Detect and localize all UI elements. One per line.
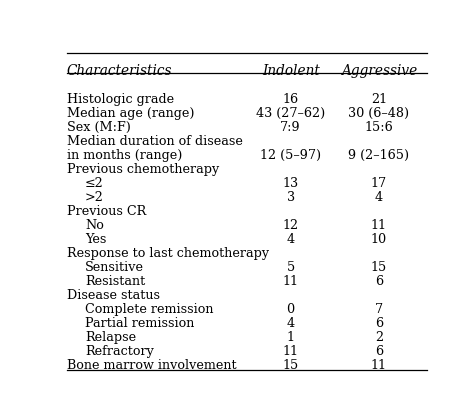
- Text: 13: 13: [283, 176, 299, 190]
- Text: 3: 3: [287, 190, 295, 204]
- Text: Characteristics: Characteristics: [66, 64, 172, 78]
- Text: Refractory: Refractory: [85, 344, 154, 357]
- Text: No: No: [85, 218, 104, 231]
- Text: 43 (27–62): 43 (27–62): [256, 107, 325, 119]
- Text: 15: 15: [283, 358, 299, 371]
- Text: Sensitive: Sensitive: [85, 261, 144, 273]
- Text: 2: 2: [375, 330, 383, 343]
- Text: 1: 1: [287, 330, 295, 343]
- Text: Yes: Yes: [85, 233, 106, 245]
- Text: Sex (M:F): Sex (M:F): [66, 121, 130, 133]
- Text: 4: 4: [287, 316, 295, 329]
- Text: >2: >2: [85, 190, 104, 204]
- Text: Median duration of disease: Median duration of disease: [66, 135, 243, 147]
- Text: Aggressive: Aggressive: [341, 64, 417, 78]
- Text: Relapse: Relapse: [85, 330, 136, 343]
- Text: 11: 11: [371, 358, 387, 371]
- Text: 5: 5: [287, 261, 295, 273]
- Text: 6: 6: [375, 316, 383, 329]
- Text: Previous CR: Previous CR: [66, 204, 146, 217]
- Text: ≤2: ≤2: [85, 176, 104, 190]
- Text: Resistant: Resistant: [85, 274, 145, 287]
- Text: Response to last chemotherapy: Response to last chemotherapy: [66, 247, 269, 259]
- Text: Median age (range): Median age (range): [66, 107, 194, 119]
- Text: 11: 11: [283, 274, 299, 287]
- Text: 16: 16: [283, 93, 299, 105]
- Text: 6: 6: [375, 344, 383, 357]
- Text: 0: 0: [287, 302, 295, 316]
- Text: 30 (6–48): 30 (6–48): [348, 107, 410, 119]
- Text: 7: 7: [375, 302, 383, 316]
- Text: 4: 4: [287, 233, 295, 245]
- Text: Disease status: Disease status: [66, 288, 160, 301]
- Text: 15: 15: [371, 261, 387, 273]
- Text: 6: 6: [375, 274, 383, 287]
- Text: 15:6: 15:6: [365, 121, 393, 133]
- Text: Histologic grade: Histologic grade: [66, 93, 174, 105]
- Text: 7:9: 7:9: [280, 121, 301, 133]
- Text: 21: 21: [371, 93, 387, 105]
- Text: Bone marrow involvement: Bone marrow involvement: [66, 358, 236, 371]
- Text: Indolent: Indolent: [262, 64, 319, 78]
- Text: 17: 17: [371, 176, 387, 190]
- Text: Partial remission: Partial remission: [85, 316, 194, 329]
- Text: 12 (5–97): 12 (5–97): [260, 148, 321, 161]
- Text: Complete remission: Complete remission: [85, 302, 213, 316]
- Text: 12: 12: [283, 218, 299, 231]
- Text: Previous chemotherapy: Previous chemotherapy: [66, 162, 219, 176]
- Text: 11: 11: [283, 344, 299, 357]
- Text: 4: 4: [375, 190, 383, 204]
- Text: 10: 10: [371, 233, 387, 245]
- Text: 11: 11: [371, 218, 387, 231]
- Text: 9 (2–165): 9 (2–165): [348, 148, 410, 161]
- Text: in months (range): in months (range): [66, 148, 182, 161]
